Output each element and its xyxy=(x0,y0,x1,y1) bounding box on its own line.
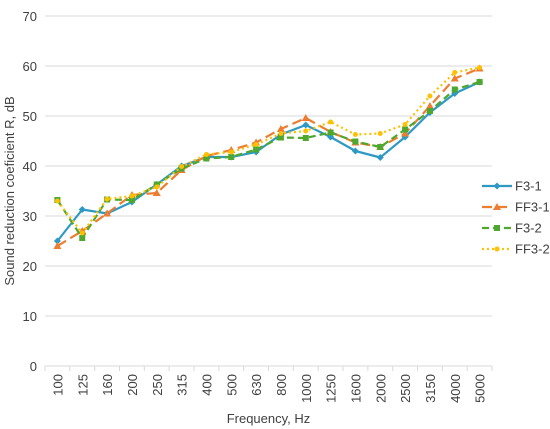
data-point xyxy=(301,114,310,121)
data-point xyxy=(476,79,483,85)
data-point xyxy=(228,154,235,160)
y-tick-labels: 0 10 20 30 40 50 60 70 xyxy=(23,9,37,374)
y-tick-label: 70 xyxy=(23,9,37,24)
data-point xyxy=(402,126,409,133)
data-point xyxy=(53,242,62,249)
data-point xyxy=(203,152,209,157)
x-tick-label: 5000 xyxy=(473,374,488,403)
legend-marker xyxy=(493,182,501,190)
series-line xyxy=(56,80,480,240)
data-point xyxy=(352,132,358,137)
y-tick-label: 10 xyxy=(23,309,37,324)
data-point xyxy=(450,74,459,82)
x-tick-label: 160 xyxy=(100,374,115,396)
x-tick-label: 2000 xyxy=(373,374,388,403)
y-axis-title: Sound reduction coeficient R, dB xyxy=(2,96,17,285)
y-tick-label: 30 xyxy=(23,209,37,224)
data-point xyxy=(278,131,284,136)
data-point xyxy=(425,102,434,109)
legend-label: FF3-2 xyxy=(515,242,550,257)
data-point xyxy=(129,193,135,199)
data-point xyxy=(302,121,310,129)
x-tick-label: 250 xyxy=(150,374,165,396)
x-tick-label: 3150 xyxy=(423,374,438,403)
x-tick-label: 125 xyxy=(75,374,90,396)
data-point xyxy=(179,164,185,169)
data-point xyxy=(402,122,408,127)
series-layer xyxy=(53,64,484,249)
data-point xyxy=(377,144,384,150)
data-point xyxy=(253,146,260,153)
data-point xyxy=(351,147,359,155)
legend: F3-1 FF3-1 F3-2 FF3-2 xyxy=(482,179,550,257)
data-point xyxy=(477,65,483,70)
legend-item: F3-1 xyxy=(482,179,542,194)
x-tick-label: 100 xyxy=(50,374,65,396)
series-line xyxy=(56,67,480,247)
data-point xyxy=(54,198,60,204)
data-point xyxy=(228,149,234,155)
x-tick-label: 200 xyxy=(125,374,140,396)
data-point xyxy=(303,128,309,134)
x-tick-label: 800 xyxy=(274,374,289,396)
x-tick-label: 1250 xyxy=(324,374,339,403)
x-axis-title: Frequency, Hz xyxy=(227,411,311,426)
data-point xyxy=(79,230,85,236)
x-tick-label: 630 xyxy=(249,374,264,396)
data-point xyxy=(79,235,86,241)
data-point xyxy=(53,237,61,245)
x-tick-labels: 100 125 160 200 250 315 400 500 630 800 1000 1250 16… xyxy=(44,366,493,403)
data-point xyxy=(78,206,86,213)
data-point xyxy=(377,131,383,136)
y-tick-label: 0 xyxy=(30,359,37,374)
data-point xyxy=(152,189,161,196)
series-FF3-1 xyxy=(53,64,484,249)
legend-label: F3-2 xyxy=(515,221,542,236)
legend-marker xyxy=(493,203,501,210)
x-tick-label: 1000 xyxy=(299,374,314,403)
series-F3-1 xyxy=(53,78,484,245)
x-tick-label: 315 xyxy=(175,374,190,396)
data-point xyxy=(253,142,259,147)
x-tick-label: 400 xyxy=(199,374,214,396)
data-point xyxy=(154,184,160,190)
series-line xyxy=(56,81,481,242)
legend-marker xyxy=(494,225,500,231)
y-tick-label: 40 xyxy=(23,159,37,174)
data-point xyxy=(352,138,359,145)
data-point xyxy=(277,134,284,141)
data-point xyxy=(328,119,334,125)
data-point xyxy=(401,129,410,137)
legend-item: FF3-2 xyxy=(482,242,550,257)
y-tick-label: 60 xyxy=(23,59,37,74)
data-point xyxy=(302,135,309,141)
data-point xyxy=(327,129,334,136)
gridlines xyxy=(45,15,492,367)
y-tick-label: 50 xyxy=(23,109,37,124)
data-point xyxy=(128,197,135,203)
data-point xyxy=(452,70,458,75)
legend-item: F3-2 xyxy=(482,221,542,236)
legend-item: FF3-1 xyxy=(482,200,550,215)
x-tick-label: 500 xyxy=(224,374,239,396)
x-tick-label: 4000 xyxy=(448,374,463,403)
legend-label: FF3-1 xyxy=(515,200,550,215)
x-tick-label: 2500 xyxy=(398,374,413,403)
legend-marker xyxy=(494,246,500,252)
data-point xyxy=(104,196,110,202)
data-point xyxy=(376,154,384,161)
data-point xyxy=(426,108,433,114)
series-FF3-2 xyxy=(54,65,483,236)
legend-label: F3-1 xyxy=(515,179,542,194)
series-F3-2 xyxy=(54,79,483,241)
data-point xyxy=(451,86,458,93)
data-point xyxy=(103,209,112,217)
data-point xyxy=(427,93,433,99)
x-tick-label: 1600 xyxy=(348,374,363,403)
data-point xyxy=(276,125,285,132)
data-point xyxy=(203,155,210,162)
y-tick-label: 20 xyxy=(23,259,37,274)
